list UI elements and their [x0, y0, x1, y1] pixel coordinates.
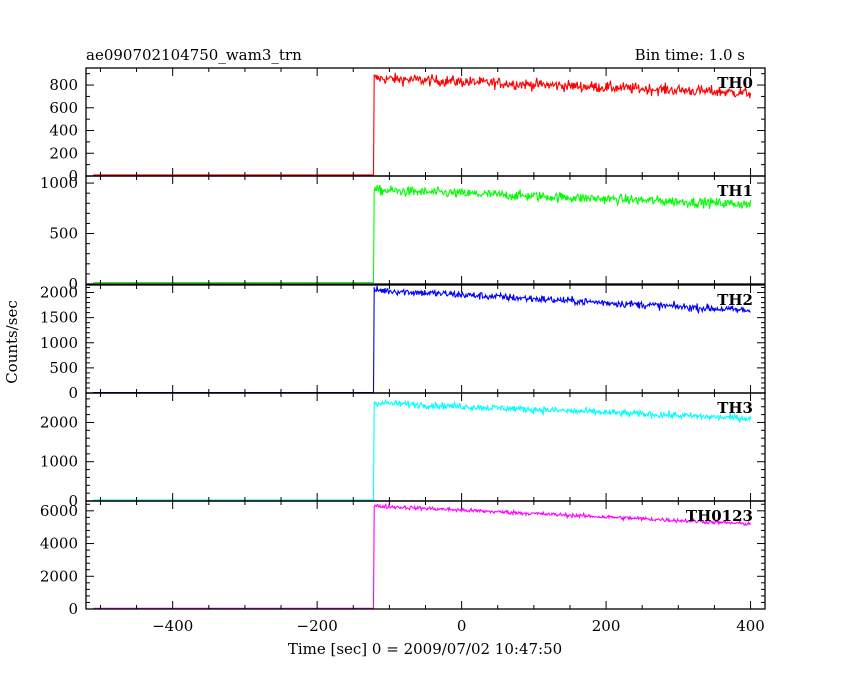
y-tick-label: 200: [49, 144, 78, 162]
y-tick-label: 0: [68, 384, 78, 402]
y-tick-label: 800: [49, 76, 78, 94]
series-label-th1: TH1: [717, 182, 753, 200]
y-tick-label: 0: [68, 492, 78, 510]
panel-frame: [85, 392, 766, 502]
panel-frame: [85, 175, 766, 285]
panels-group: 0 200 400 600 800 TH0 0 500 1000 TH1 0 500 1000 1500 2…: [40, 67, 766, 635]
series-label-th2: TH2: [717, 291, 753, 309]
chart-title: ae090702104750_wam3_trn: [86, 46, 302, 64]
y-tick-label: 1000: [40, 453, 78, 471]
series-line-th0: [93, 72, 752, 176]
y-tick-label: 1500: [40, 309, 78, 327]
y-tick-label: 6000: [40, 502, 78, 520]
y-tick-label: 0: [68, 275, 78, 293]
panel-th3: 0 1000 2000 TH3: [40, 392, 766, 510]
x-tick-label: 200: [592, 617, 621, 635]
x-tick-label: −400: [152, 617, 193, 635]
y-tick-label: 0: [68, 167, 78, 185]
x-tick-label: −200: [297, 617, 338, 635]
series-line-th2: [93, 285, 751, 394]
series-label-th3: TH3: [717, 399, 753, 417]
y-tick-label: 2000: [40, 413, 78, 431]
panel-frame: [85, 284, 766, 394]
y-axis-label: Counts/sec: [3, 300, 21, 384]
y-tick-label: 500: [49, 359, 78, 377]
panel-th0123: 0 2000 4000 6000 TH0123: [40, 500, 766, 618]
x-axis-label: Time [sec] 0 = 2009/07/02 10:47:50: [288, 640, 562, 658]
y-tick-label: 1000: [40, 174, 78, 192]
y-tick-label: 2000: [40, 284, 78, 302]
series-label-th0123: TH0123: [686, 507, 753, 525]
series-line-th0123: [93, 503, 752, 609]
y-tick-label: 500: [49, 225, 78, 243]
panel-frame: [85, 500, 766, 610]
y-tick-label: 0: [68, 600, 78, 618]
x-tick-label: 0: [457, 617, 467, 635]
x-tick-label: 400: [736, 617, 765, 635]
panel-frame: [85, 67, 766, 177]
panel-th0: 0 200 400 600 800 TH0: [49, 67, 766, 185]
series-label-th0: TH0: [717, 74, 753, 92]
series-line-th1: [93, 184, 752, 284]
y-tick-label: 2000: [40, 567, 78, 585]
panel-th2: 0 500 1000 1500 2000 TH2: [40, 284, 766, 402]
y-tick-label: 600: [49, 99, 78, 117]
series-line-th3: [93, 398, 752, 501]
panel-th1: 0 500 1000 TH1: [40, 174, 766, 293]
bin-time-label: Bin time: 1.0 s: [635, 46, 745, 64]
y-tick-label: 4000: [40, 535, 78, 553]
y-tick-label: 400: [49, 122, 78, 140]
y-tick-label: 1000: [40, 334, 78, 352]
